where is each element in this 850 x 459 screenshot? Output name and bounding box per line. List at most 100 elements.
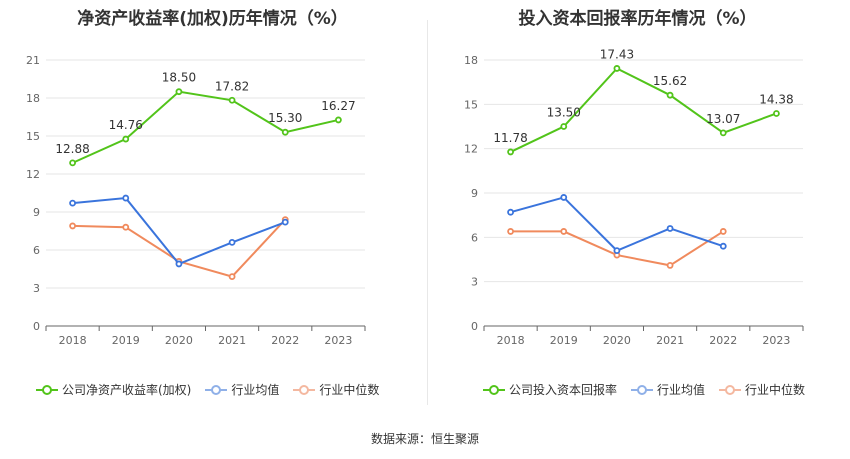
legend-line-icon: [483, 384, 505, 395]
y-tick-label: 9: [471, 187, 478, 200]
data-label: 12.88: [55, 142, 89, 156]
legend-label-company: 公司投入资本回报率: [509, 383, 618, 397]
x-tick-label: 2019: [112, 334, 140, 347]
series-line-median: [72, 218, 286, 278]
data-point-median: [666, 262, 674, 269]
data-label: 15.62: [653, 74, 687, 88]
data-label: 18.50: [162, 71, 196, 85]
chart-title: 净资产收益率(加权)历年情况（%）: [77, 9, 348, 29]
data-label: 14.76: [109, 118, 143, 132]
x-tick-label: 2018: [59, 334, 87, 347]
data-point-company: [613, 65, 621, 72]
y-tick-label: 6: [33, 244, 40, 257]
data-point-company: [560, 123, 568, 130]
data-label: 17.82: [215, 79, 249, 93]
y-tick-label: 0: [471, 320, 478, 333]
x-tick-label: 2022: [709, 334, 737, 347]
legend-line-icon: [36, 384, 58, 395]
y-tick-label: 15: [26, 130, 40, 143]
series-line-company: [72, 90, 339, 164]
data-point-company: [122, 135, 130, 143]
data-point-median: [122, 223, 130, 231]
y-tick-label: 15: [464, 98, 478, 111]
y-tick-label: 12: [464, 143, 478, 156]
legend-item-company[interactable]: 公司投入资本回报率: [483, 381, 617, 398]
data-point-median: [507, 228, 514, 235]
y-tick-label: 0: [33, 320, 40, 333]
y-tick-label: 3: [471, 276, 478, 289]
data-label: 13.07: [706, 112, 740, 126]
data-point-avg: [122, 194, 130, 202]
data-point-company: [773, 110, 780, 117]
data-point-avg: [613, 247, 621, 255]
legend-line-icon: [719, 384, 742, 395]
y-tick-label: 3: [33, 282, 40, 295]
y-tick-label: 6: [471, 231, 478, 244]
data-label: 14.38: [759, 92, 793, 106]
legend-item-median[interactable]: 行业中位数: [293, 381, 379, 398]
data-point-median: [228, 273, 236, 281]
data-label: 15.30: [268, 111, 302, 125]
data-point-avg: [719, 242, 727, 250]
y-tick-label: 18: [26, 92, 40, 105]
data-point-company: [507, 148, 514, 156]
legend-label-company: 公司净资产收益率(加权): [62, 383, 192, 397]
y-tick-label: 18: [464, 54, 478, 67]
legend-item-avg[interactable]: 行业均值: [205, 381, 279, 398]
data-point-avg: [69, 199, 76, 207]
legend-label-median: 行业中位数: [319, 383, 380, 397]
roe-chart-panel: 净资产收益率(加权)历年情况（%） 0 3 6 9 12 15 18 21 2018 2019 20…: [26, 9, 393, 398]
chart-title: 投入资本回报率历年情况（%）: [518, 9, 757, 29]
legend-line-icon: [631, 384, 654, 395]
data-point-company: [175, 88, 183, 96]
x-tick-label: 2023: [762, 334, 790, 347]
roic-chart-panel: 投入资本回报率历年情况（%） 0 3 6 9 12 15 18 2018 2019 2020 202…: [425, 0, 850, 459]
data-point-company: [281, 128, 289, 136]
y-tick-label: 9: [33, 206, 40, 219]
legend-item-avg[interactable]: 行业均值: [631, 381, 705, 398]
roic-chart-legend: 公司投入资本回报率 行业均值 行业中位数: [483, 381, 819, 398]
data-point-median: [69, 222, 76, 230]
data-point-avg: [281, 218, 289, 226]
x-tick-label: 2020: [165, 334, 193, 347]
data-point-avg: [507, 208, 514, 216]
y-tick-label: 12: [26, 168, 40, 181]
data-point-company: [719, 129, 727, 137]
data-label: 11.78: [493, 131, 527, 145]
data-point-avg: [175, 260, 183, 268]
data-point-company: [666, 91, 674, 99]
x-tick-label: 2018: [497, 334, 525, 347]
x-tick-label: 2020: [603, 334, 631, 347]
roic-chart-plot: 0 3 6 9 12 15 18 2018 2019 2020 2021 2022 2023 11.78 1…: [464, 47, 804, 347]
x-tick-label: 2023: [324, 334, 352, 347]
legend-label-avg: 行业均值: [657, 383, 706, 397]
legend-label-median: 行业中位数: [745, 383, 806, 397]
legend-item-median[interactable]: 行业中位数: [719, 381, 805, 398]
data-point-avg: [560, 194, 568, 201]
data-point-company: [335, 116, 342, 124]
x-tick-label: 2021: [656, 334, 684, 347]
series-line-avg: [510, 196, 724, 252]
data-point-median: [560, 228, 568, 235]
legend-label-avg: 行业均值: [231, 383, 280, 397]
y-tick-label: 21: [26, 54, 40, 67]
data-point-avg: [666, 225, 674, 232]
panel-divider: [427, 20, 428, 405]
data-label: 16.27: [321, 99, 355, 113]
x-tick-label: 2022: [271, 334, 299, 347]
legend-item-company[interactable]: 公司净资产收益率(加权): [36, 381, 191, 398]
data-point-company: [69, 159, 76, 167]
series-line-company: [510, 67, 777, 153]
roe-chart-legend: 公司净资产收益率(加权) 行业均值 行业中位数: [36, 381, 393, 398]
data-point-median: [719, 228, 727, 235]
legend-line-icon: [293, 384, 316, 395]
x-tick-label: 2019: [550, 334, 578, 347]
data-label: 13.50: [547, 106, 581, 120]
legend-line-icon: [205, 384, 228, 395]
roe-chart-plot: 0 3 6 9 12 15 18 21 2018 2019 2020 2021 2022 2023 12.8…: [26, 54, 366, 347]
data-label: 17.43: [600, 47, 634, 61]
x-tick-label: 2021: [218, 334, 246, 347]
data-point-avg: [228, 238, 236, 246]
data-point-company: [228, 96, 236, 104]
data-source: 数据来源：恒生聚源: [370, 432, 479, 446]
